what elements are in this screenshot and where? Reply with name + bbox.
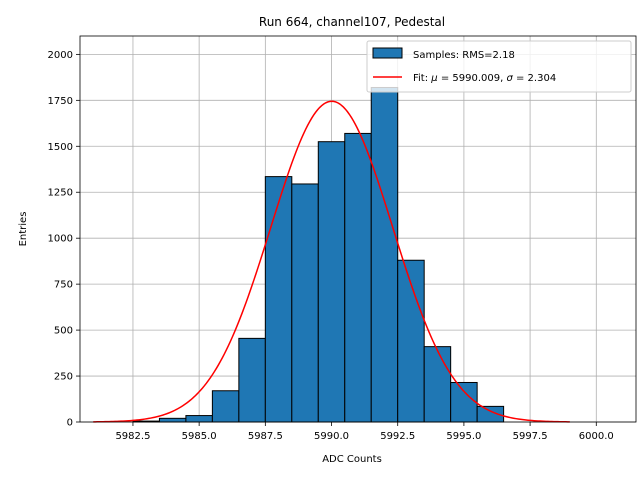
y-tick-label: 1250 — [48, 188, 73, 199]
x-tick-label: 5982.5 — [115, 431, 150, 442]
y-tick-label: 1500 — [48, 142, 73, 153]
histogram-bar — [370, 86, 399, 423]
y-tick-label: 500 — [54, 326, 73, 337]
legend-fit-sigma-value: = 2.304 — [513, 73, 556, 84]
histogram-bar — [450, 381, 478, 423]
histogram-bar — [238, 337, 266, 423]
legend-label-fit: Fit: μ = 5990.009, σ = 2.304 — [413, 73, 556, 84]
fit-curve — [93, 100, 570, 423]
legend: Samples: RMS=2.18 Fit: μ = 5990.009, σ =… — [366, 40, 632, 93]
y-tick-label: 1000 — [48, 234, 73, 245]
histogram-bar — [317, 141, 346, 423]
histogram-bar — [423, 346, 452, 423]
x-tick-label: 5985.0 — [182, 431, 217, 442]
histogram-bar — [211, 390, 240, 423]
legend-label-samples: Samples: RMS=2.18 — [413, 50, 515, 61]
legend-box — [366, 40, 632, 93]
legend-fit-mu-value: = 5990.009, — [438, 73, 507, 84]
histogram-bar — [397, 259, 425, 423]
histogram-bars — [132, 86, 505, 423]
axis-ticks: 5982.5 5985.0 5987.5 5990.0 5992.5 5995.0 5997… — [48, 50, 614, 442]
y-axis-label: Entries — [18, 212, 29, 247]
chart-title: Run 664, channel107, Pedestal — [259, 15, 445, 29]
histogram-bar — [185, 415, 213, 423]
histogram-bar — [344, 132, 372, 423]
x-tick-label: 5987.5 — [248, 431, 283, 442]
y-tick-label: 750 — [54, 280, 73, 291]
legend-fit-prefix: Fit: — [413, 73, 431, 84]
x-tick-label: 5990.0 — [314, 431, 349, 442]
x-tick-label: 6000.0 — [579, 431, 614, 442]
x-tick-label: 5995.0 — [446, 431, 481, 442]
y-tick-label: 2000 — [48, 50, 73, 61]
histogram-bar — [158, 417, 187, 423]
plot-frame — [79, 35, 637, 423]
legend-swatch-samples — [372, 47, 403, 59]
y-tick-label: 0 — [67, 418, 73, 429]
x-tick-label: 5997.5 — [513, 431, 548, 442]
y-tick-label: 1750 — [48, 96, 73, 107]
legend-fit-sigma-symbol: σ — [506, 73, 513, 84]
histogram-bar — [264, 176, 293, 423]
legend-fit-mu-symbol: μ — [430, 73, 437, 84]
x-axis-label: ADC Counts — [322, 454, 382, 465]
y-tick-label: 250 — [54, 372, 73, 383]
histogram-bar — [291, 183, 319, 423]
x-tick-label: 5992.5 — [380, 431, 415, 442]
